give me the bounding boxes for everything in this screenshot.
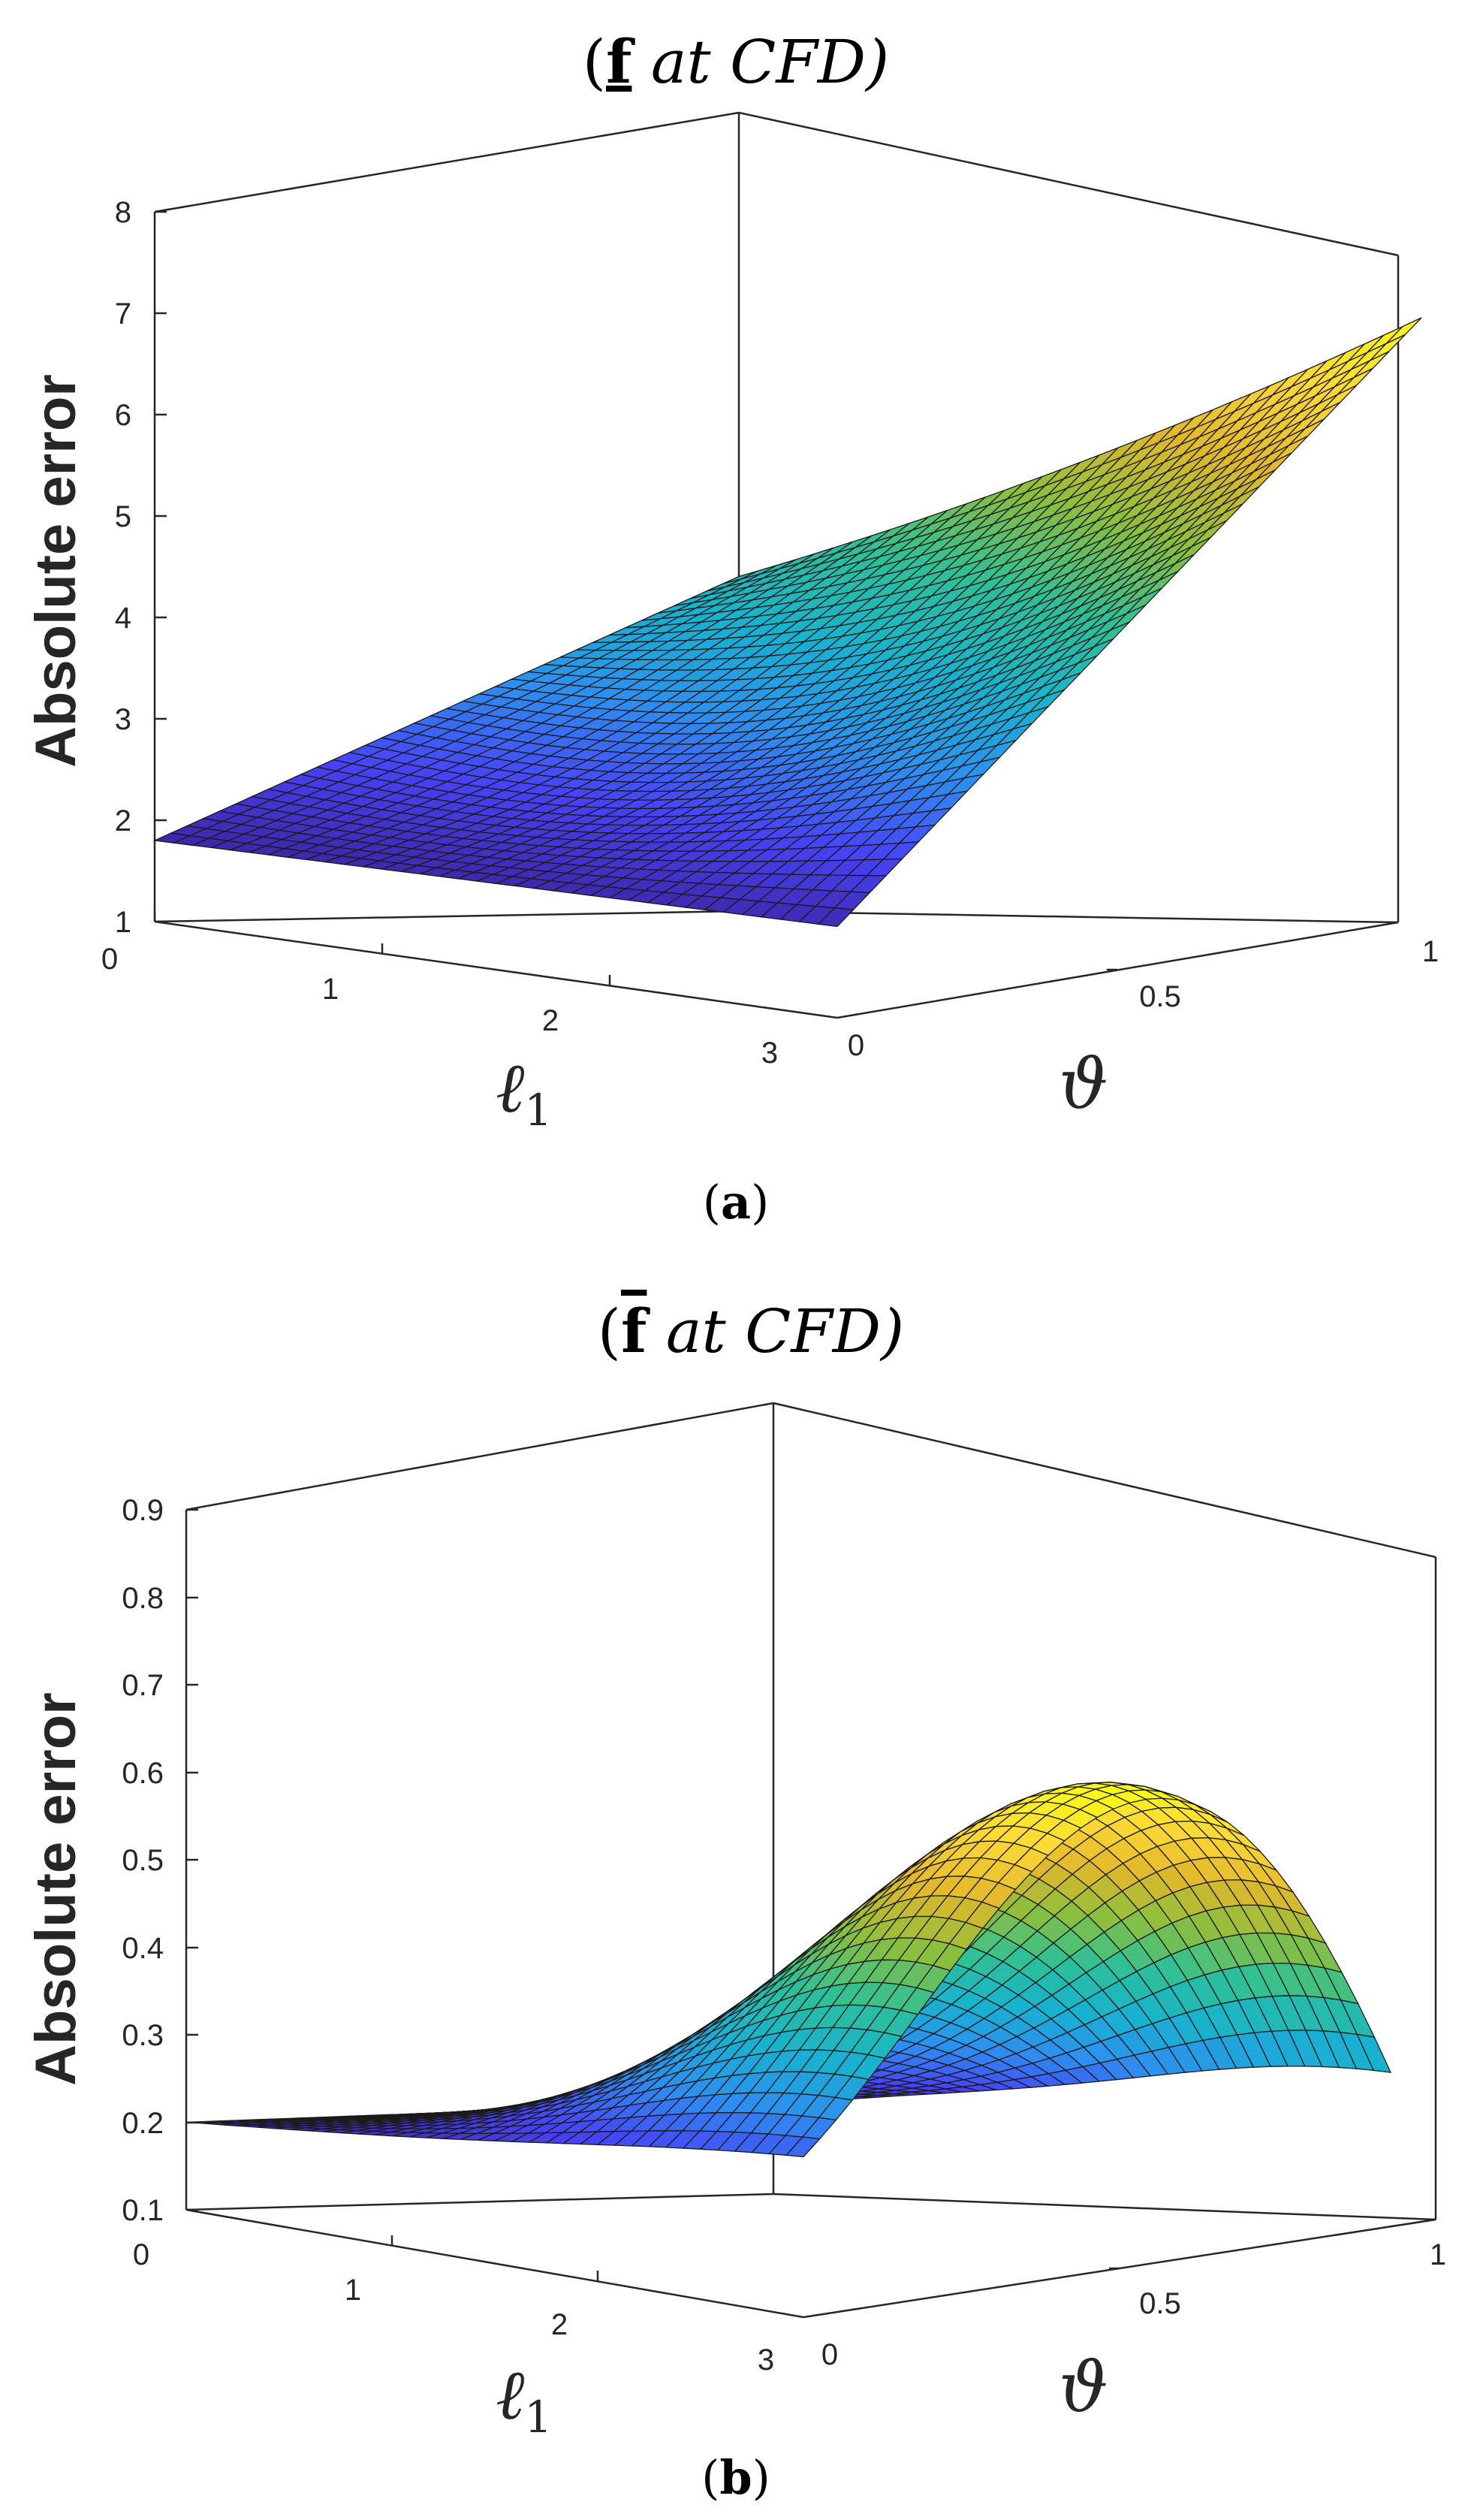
z-tick-label: 0.7: [122, 1669, 164, 1702]
z-tick-label: 7: [115, 297, 131, 330]
z-tick-label: 0.5: [122, 1844, 164, 1877]
surface-patch: [817, 907, 855, 928]
z-axis-label: Absolute error: [24, 1692, 88, 2086]
z-tick-label: 0.1: [122, 2194, 164, 2227]
surface-plot-a: (f at CFD) 1 2 3 4: [24, 26, 1439, 1230]
box-floor-back-right: [773, 2193, 1436, 2221]
plot-title: (f at CFD): [583, 26, 889, 97]
z-tick-label: 5: [115, 500, 131, 533]
z-tick-label: 0.9: [122, 1494, 164, 1527]
z-tick-label: 0.4: [122, 1932, 164, 1965]
z-tick-label: 1: [115, 906, 131, 939]
z-tick-label: 0.6: [122, 1757, 164, 1790]
z-axis-label: Absolute error: [24, 374, 88, 768]
surface-patch: [1385, 317, 1422, 344]
box-top-back-left: [154, 111, 740, 213]
box-floor-back-left: [154, 910, 740, 923]
box-top-back-right: [773, 1402, 1436, 1559]
x-tick-label: 1: [322, 973, 339, 1006]
z-tick-label: 2: [115, 804, 131, 837]
x-tick-label: 3: [761, 1037, 778, 1070]
x-tick-label: 2: [542, 1004, 559, 1037]
box-top-back-left: [185, 1402, 774, 1511]
y-tick-label: 1: [1422, 935, 1439, 968]
z-tick-label: 0.8: [122, 1582, 164, 1615]
box-floor-back-left: [185, 2193, 774, 2211]
z-tick-label: 6: [115, 399, 131, 432]
y-tick-label: 0: [821, 2338, 838, 2371]
y-axis-label: ϑ: [1059, 2347, 1108, 2428]
y-tick-label: 0.5: [1139, 980, 1181, 1013]
axes-box: [185, 1402, 1437, 2319]
surface-plot-b: (f at CFD) 0.1 0.2 0.3: [24, 1296, 1446, 2505]
z-tick-label: 4: [115, 602, 131, 635]
x-axis-line: [154, 920, 838, 1019]
z-axis-ticks: 1 2 3 4 5 6 7 8: [115, 196, 167, 939]
x-tick-label: 3: [758, 2343, 774, 2377]
surface-patch: [785, 2136, 821, 2158]
y-axis-label: ϑ: [1059, 1044, 1108, 1124]
title-symbol: f: [606, 26, 635, 97]
surface-mesh: [152, 317, 1422, 928]
y-tick-label: 1: [1430, 2238, 1446, 2271]
z-tick-label: 3: [115, 703, 131, 736]
y-axis-ticks: 0 0.5 1: [848, 921, 1439, 1062]
plot-title: (f at CFD): [598, 1296, 904, 1366]
title-symbol: f: [621, 1296, 650, 1366]
surface-mesh: [185, 1782, 1392, 2158]
x-axis-ticks: 0 1 2 3: [133, 2235, 774, 2377]
x-axis-label: ℓ1: [496, 1048, 552, 1136]
z-tick-label: 0.2: [122, 2107, 164, 2140]
z-tick-label: 8: [115, 196, 131, 229]
y-tick-label: 0.5: [1139, 2287, 1181, 2320]
z-axis-ticks: 0.1 0.2 0.3 0.4 0.5 0.6 0.7 0.8 0.9: [122, 1494, 198, 2227]
y-tick-label: 0: [848, 1029, 864, 1062]
panel-caption: (b): [701, 2450, 770, 2505]
y-axis-ticks: 0 0.5 1: [821, 2218, 1446, 2371]
z-tick-label: 0.3: [122, 2019, 164, 2052]
x-tick-label: 0: [101, 943, 118, 976]
box-top-back-right: [738, 111, 1399, 257]
x-axis-ticks: 0 1 2 3: [101, 911, 778, 1070]
x-tick-label: 0: [133, 2238, 149, 2271]
x-axis-label: ℓ1: [496, 2355, 552, 2443]
x-axis-line: [185, 2208, 804, 2319]
x-tick-label: 1: [345, 2274, 361, 2307]
x-tick-label: 2: [551, 2308, 568, 2341]
y-axis-line: [836, 921, 1399, 1019]
panel-caption: (a): [703, 1175, 770, 1230]
